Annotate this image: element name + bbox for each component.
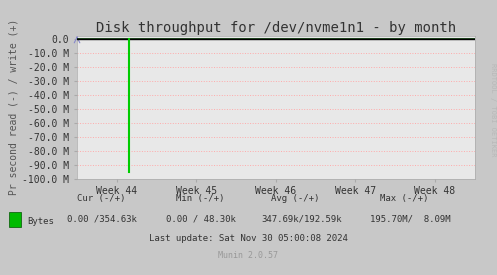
Text: RRDTOOL / TOBI OETIKER: RRDTOOL / TOBI OETIKER [490, 63, 496, 157]
Text: Cur (-/+): Cur (-/+) [77, 194, 125, 203]
Text: Min (-/+): Min (-/+) [176, 194, 225, 203]
Title: Disk throughput for /dev/nvme1n1 - by month: Disk throughput for /dev/nvme1n1 - by mo… [96, 21, 456, 35]
Y-axis label: Pr second read (-) / write (+): Pr second read (-) / write (+) [8, 19, 18, 195]
Text: 195.70M/  8.09M: 195.70M/ 8.09M [370, 214, 451, 223]
Text: 347.69k/192.59k: 347.69k/192.59k [261, 214, 341, 223]
Text: Munin 2.0.57: Munin 2.0.57 [219, 252, 278, 260]
Text: Max (-/+): Max (-/+) [380, 194, 428, 203]
Text: Avg (-/+): Avg (-/+) [271, 194, 319, 203]
Text: Bytes: Bytes [27, 217, 54, 226]
Text: 0.00 / 48.30k: 0.00 / 48.30k [166, 214, 237, 223]
Text: 0.00 /354.63k: 0.00 /354.63k [67, 214, 137, 223]
Text: Last update: Sat Nov 30 05:00:08 2024: Last update: Sat Nov 30 05:00:08 2024 [149, 234, 348, 243]
